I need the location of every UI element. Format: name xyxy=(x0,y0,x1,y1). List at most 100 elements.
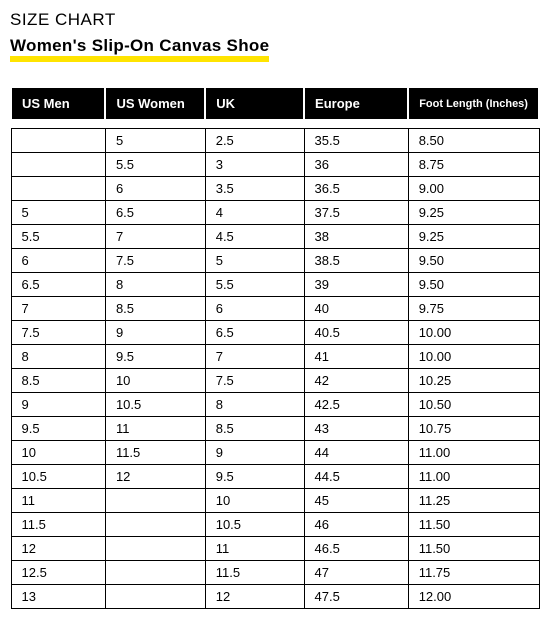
spacer-row xyxy=(11,120,539,128)
table-cell: 36.5 xyxy=(304,176,408,200)
table-cell: 8 xyxy=(205,392,304,416)
table-cell: 10.00 xyxy=(408,344,539,368)
table-cell: 8.5 xyxy=(205,416,304,440)
table-cell: 8.75 xyxy=(408,152,539,176)
subtitle-underline: Women's Slip-On Canvas Shoe xyxy=(10,36,269,62)
table-cell: 3.5 xyxy=(205,176,304,200)
table-row: 11.510.54611.50 xyxy=(11,512,539,536)
table-cell: 41 xyxy=(304,344,408,368)
table-row: 5.574.5389.25 xyxy=(11,224,539,248)
table-cell: 40 xyxy=(304,296,408,320)
table-cell: 2.5 xyxy=(205,128,304,152)
table-cell xyxy=(105,536,205,560)
table-cell: 5.5 xyxy=(105,152,205,176)
table-cell: 9 xyxy=(11,392,105,416)
table-row: 10.5129.544.511.00 xyxy=(11,464,539,488)
table-cell: 7 xyxy=(105,224,205,248)
table-cell: 8.5 xyxy=(11,368,105,392)
column-header: Europe xyxy=(304,87,408,120)
table-cell: 7.5 xyxy=(11,320,105,344)
table-cell: 35.5 xyxy=(304,128,408,152)
product-subtitle: Women's Slip-On Canvas Shoe xyxy=(10,36,269,55)
table-cell: 4 xyxy=(205,200,304,224)
table-cell: 9.25 xyxy=(408,200,539,224)
table-row: 89.574110.00 xyxy=(11,344,539,368)
table-cell: 11.50 xyxy=(408,512,539,536)
table-cell: 43 xyxy=(304,416,408,440)
table-row: 7.596.540.510.00 xyxy=(11,320,539,344)
table-cell: 9.50 xyxy=(408,248,539,272)
table-row: 910.5842.510.50 xyxy=(11,392,539,416)
table-cell xyxy=(105,560,205,584)
column-header: UK xyxy=(205,87,304,120)
table-cell: 7.5 xyxy=(205,368,304,392)
table-cell: 6.5 xyxy=(205,320,304,344)
page-title: SIZE CHART xyxy=(10,10,540,30)
table-row: 8.5107.54210.25 xyxy=(11,368,539,392)
table-cell: 11.5 xyxy=(105,440,205,464)
table-cell: 10.75 xyxy=(408,416,539,440)
table-body: 52.535.58.505.53368.7563.536.59.0056.543… xyxy=(11,120,539,608)
table-cell xyxy=(105,584,205,608)
table-cell: 10.5 xyxy=(11,464,105,488)
table-cell: 11 xyxy=(205,536,304,560)
table-cell: 9.75 xyxy=(408,296,539,320)
table-cell xyxy=(11,152,105,176)
table-cell: 9.5 xyxy=(105,344,205,368)
column-header: US Women xyxy=(105,87,205,120)
table-cell: 12.5 xyxy=(11,560,105,584)
table-cell: 10 xyxy=(11,440,105,464)
table-cell xyxy=(11,176,105,200)
table-cell: 10.5 xyxy=(105,392,205,416)
table-cell: 9.50 xyxy=(408,272,539,296)
table-cell: 46 xyxy=(304,512,408,536)
table-row: 78.56409.75 xyxy=(11,296,539,320)
table-cell: 5 xyxy=(205,248,304,272)
table-row: 5.53368.75 xyxy=(11,152,539,176)
table-cell: 46.5 xyxy=(304,536,408,560)
table-cell: 7.5 xyxy=(105,248,205,272)
table-cell: 9.5 xyxy=(205,464,304,488)
table-cell: 12 xyxy=(11,536,105,560)
table-cell xyxy=(105,512,205,536)
column-header: Foot Length (Inches) xyxy=(408,87,539,120)
table-cell: 11 xyxy=(11,488,105,512)
table-cell: 6.5 xyxy=(11,272,105,296)
table-cell: 40.5 xyxy=(304,320,408,344)
table-row: 63.536.59.00 xyxy=(11,176,539,200)
table-cell: 44 xyxy=(304,440,408,464)
table-cell: 10 xyxy=(205,488,304,512)
table-cell: 10 xyxy=(105,368,205,392)
table-cell: 45 xyxy=(304,488,408,512)
table-cell: 47 xyxy=(304,560,408,584)
table-cell: 4.5 xyxy=(205,224,304,248)
table-cell: 6.5 xyxy=(105,200,205,224)
table-cell: 12.00 xyxy=(408,584,539,608)
table-cell: 13 xyxy=(11,584,105,608)
table-cell: 8 xyxy=(11,344,105,368)
table-cell: 9.00 xyxy=(408,176,539,200)
table-cell: 6 xyxy=(105,176,205,200)
table-cell: 12 xyxy=(105,464,205,488)
table-cell: 10.25 xyxy=(408,368,539,392)
table-cell: 8.50 xyxy=(408,128,539,152)
table-cell: 38 xyxy=(304,224,408,248)
table-header-row: US MenUS WomenUKEuropeFoot Length (Inche… xyxy=(11,87,539,120)
table-row: 12 1146.511.50 xyxy=(11,536,539,560)
table-cell: 5 xyxy=(105,128,205,152)
table-row: 6.585.5399.50 xyxy=(11,272,539,296)
table-cell: 5 xyxy=(11,200,105,224)
table-cell xyxy=(11,128,105,152)
table-cell: 11.50 xyxy=(408,536,539,560)
table-row: 9.5118.54310.75 xyxy=(11,416,539,440)
table-cell: 7 xyxy=(205,344,304,368)
table-cell xyxy=(105,488,205,512)
table-cell: 8 xyxy=(105,272,205,296)
table-row: 1011.594411.00 xyxy=(11,440,539,464)
table-cell: 6 xyxy=(205,296,304,320)
table-cell: 7 xyxy=(11,296,105,320)
table-cell: 37.5 xyxy=(304,200,408,224)
table-cell: 10.50 xyxy=(408,392,539,416)
table-cell: 8.5 xyxy=(105,296,205,320)
table-row: 11104511.25 xyxy=(11,488,539,512)
